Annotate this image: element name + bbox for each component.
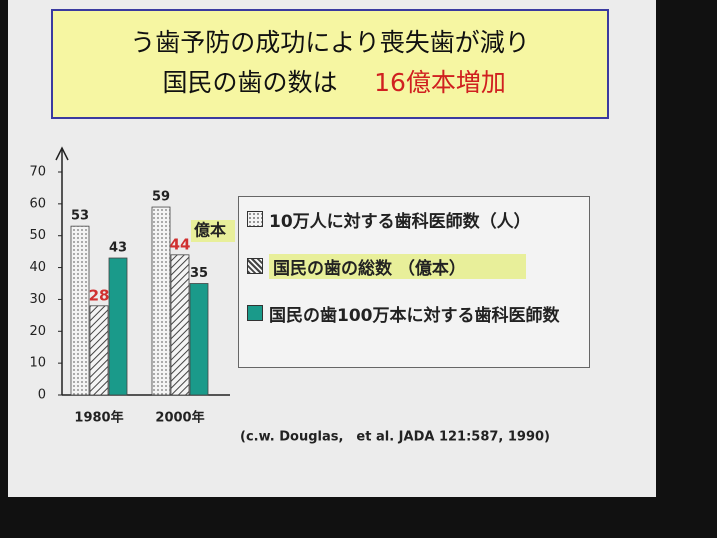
y-tick-label: 50: [29, 228, 46, 243]
x-tick-label: 1980年: [74, 410, 123, 426]
legend-swatch: [247, 211, 263, 227]
legend-label: 国民の歯の総数 （億本）: [269, 254, 526, 279]
legend-label: 国民の歯100万本に対する歯科医師数: [269, 306, 560, 326]
bar: [170, 254, 190, 396]
y-tick-label: 0: [38, 388, 46, 403]
y-tick-label: 10: [29, 356, 46, 371]
y-tick-label: 70: [29, 165, 46, 180]
data-label: 28: [89, 286, 110, 304]
bar: [70, 225, 90, 396]
source: (c.w. Douglas, et al. JADA 121:587, 1990…: [240, 430, 550, 445]
data-label: 43: [109, 241, 127, 256]
bar: [89, 305, 109, 396]
legend-label: 10万人に対する歯科医師数（人）: [269, 212, 531, 232]
annotation: 億本: [194, 221, 226, 240]
y-tick-label: 40: [29, 260, 46, 275]
title: う歯予防の成功により喪失歯が減り: [130, 28, 530, 57]
legend-swatch: [247, 305, 263, 321]
legend-item: 国民の歯100万本に対する歯科医師数: [247, 301, 581, 326]
annotation-bg: [191, 220, 235, 242]
bar: [108, 257, 128, 396]
legend-item: 10万人に対する歯科医師数（人）: [247, 207, 581, 232]
data-label: 59: [152, 190, 170, 205]
bar: [151, 206, 171, 396]
legend-swatch: [247, 258, 263, 274]
y-tick-label: 30: [29, 292, 46, 307]
data-label: 35: [190, 266, 208, 281]
legend-item: 国民の歯の総数 （億本）: [247, 254, 581, 279]
x-tick-label: 2000年: [155, 410, 204, 426]
y-tick-label: 60: [29, 196, 46, 211]
title: 国民の歯の数は: [162, 68, 337, 97]
title-box: [51, 9, 609, 119]
legend: 10万人に対する歯科医師数（人） 国民の歯の総数 （億本） 国民の歯100万本に対す…: [238, 196, 590, 368]
title-highlight: 16億本増加: [374, 68, 506, 97]
axis-arrow: [55, 146, 69, 161]
data-label: 53: [71, 209, 89, 224]
bar: [189, 283, 209, 396]
y-tick-label: 20: [29, 324, 46, 339]
data-label: 44: [170, 235, 191, 253]
